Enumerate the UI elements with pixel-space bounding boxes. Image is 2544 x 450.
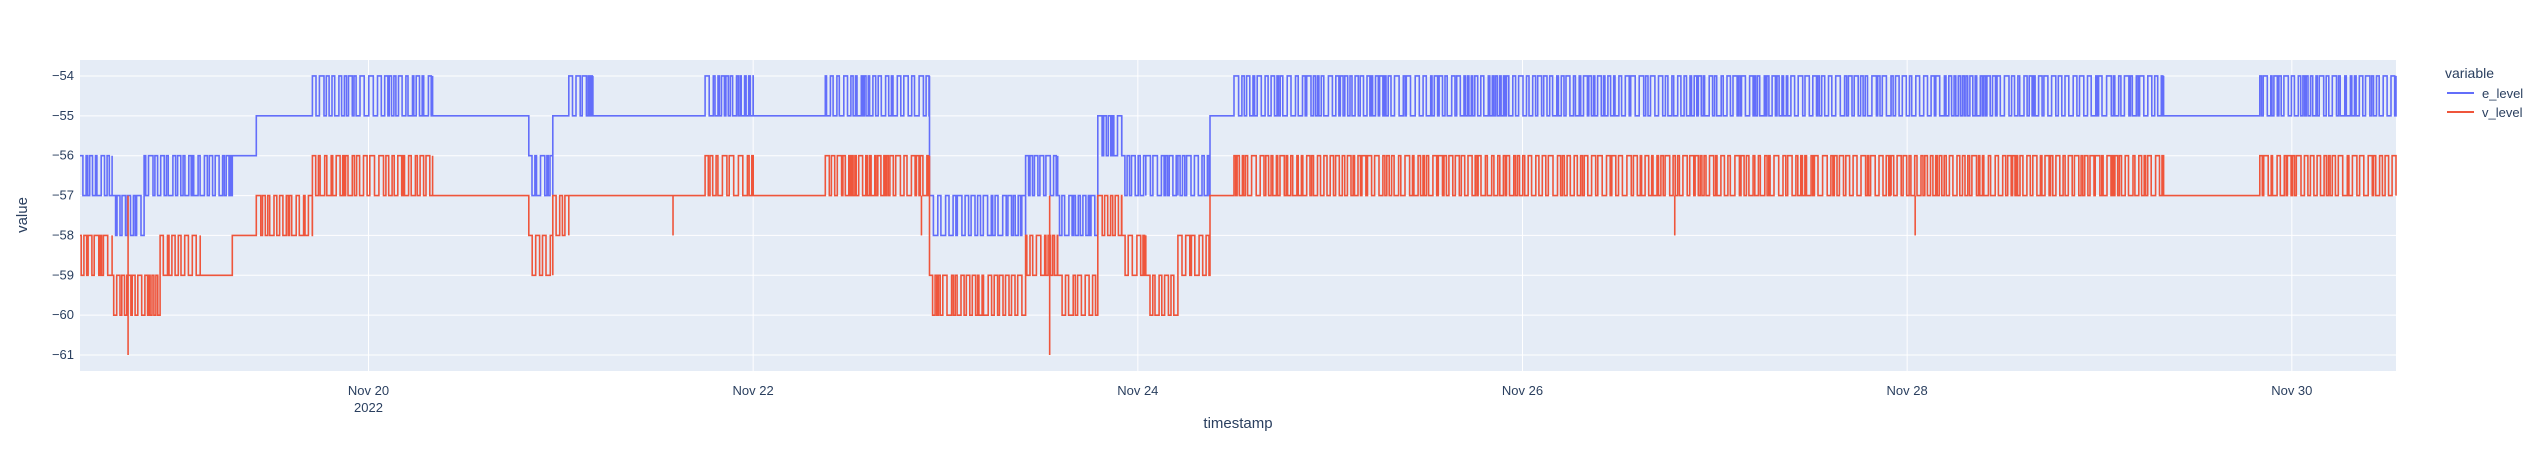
x-tick-label: Nov 22	[733, 383, 774, 398]
series-line-e-level	[80, 75, 2397, 237]
x-tick-label: Nov 30	[2271, 383, 2312, 398]
legend-title: variable	[2445, 65, 2494, 81]
y-tick-labels: −54 −55 −56 −57 −58 −59 −60 −61	[52, 68, 74, 362]
y-tick-label: −61	[52, 347, 74, 362]
series-layer	[80, 75, 2397, 356]
y-tick-label: −55	[52, 108, 74, 123]
y-tick-label: −57	[52, 188, 74, 203]
x-tick-label: Nov 26	[1502, 383, 1543, 398]
y-axis-title: value	[14, 197, 31, 233]
series-v-level	[80, 154, 2397, 356]
y-tick-label: −59	[52, 267, 74, 282]
y-tick-label: −60	[52, 307, 74, 322]
x-axis-title: timestamp	[1203, 415, 1272, 432]
x-tick-sublabel: 2022	[354, 400, 383, 415]
y-tick-label: −56	[52, 148, 74, 163]
y-tick-label: −58	[52, 227, 74, 242]
series-e-level	[80, 75, 2397, 237]
series-line-v-level	[80, 154, 2397, 316]
legend-label-e-level: e_level	[2482, 86, 2523, 101]
legend-item-e-level[interactable]: e_level	[2447, 86, 2523, 101]
x-tick-label: Nov 20	[348, 383, 389, 398]
x-tick-label: Nov 24	[1117, 383, 1158, 398]
y-tick-label: −54	[52, 68, 74, 83]
legend-label-v-level: v_level	[2482, 105, 2523, 120]
x-tick-label: Nov 28	[1887, 383, 1928, 398]
legend: variable e_level v_level	[2445, 65, 2523, 120]
legend-item-v-level[interactable]: v_level	[2447, 105, 2523, 120]
x-tick-labels: Nov 20 2022 Nov 22 Nov 24 Nov 26 Nov 28 Nov 30	[348, 383, 2313, 415]
